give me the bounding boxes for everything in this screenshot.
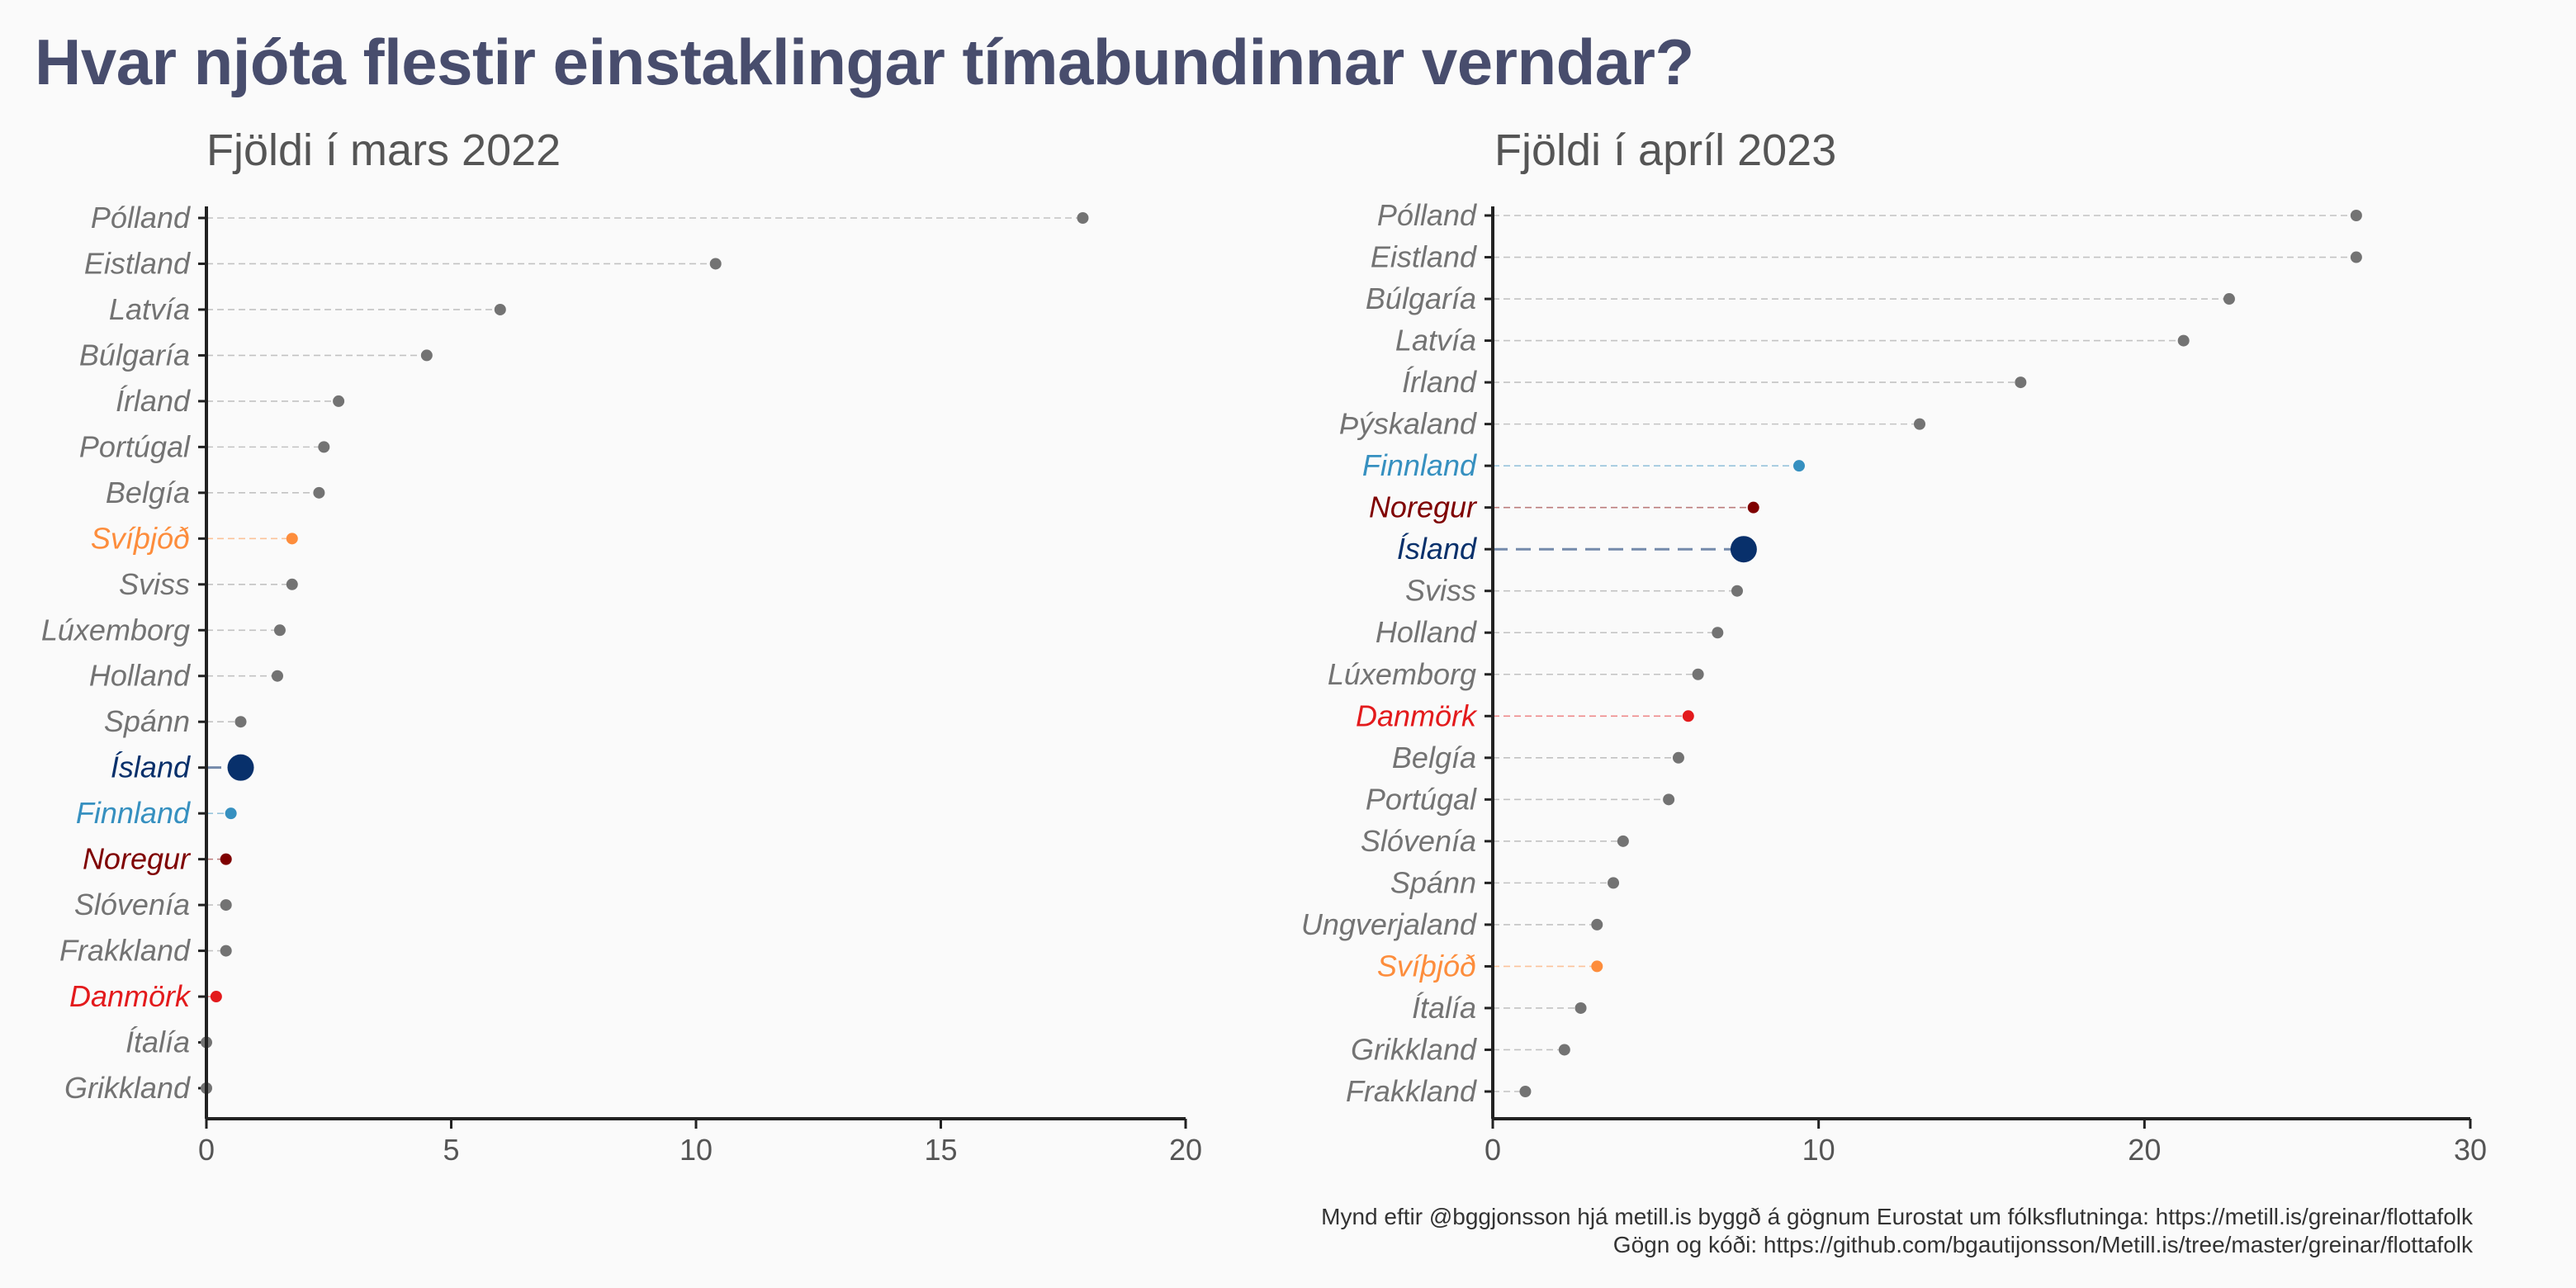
panel2-label-irland: Írland	[1402, 365, 1477, 399]
panel2-label-thyskaland: Þýskaland	[1339, 407, 1477, 441]
panel2-title: Fjöldi í apríl 2023	[1494, 125, 1836, 175]
panel1-label-noregur: Noregur	[83, 842, 192, 876]
panel2-label-noregur: Noregur	[1369, 490, 1478, 524]
panel1-point-latvia	[494, 303, 506, 315]
panel1-point-polland	[1077, 212, 1089, 224]
panel2-label-italia: Ítalía	[1412, 991, 1476, 1025]
panel2-point-sviss	[1731, 585, 1743, 597]
panel2-label-grikkland: Grikkland	[1351, 1032, 1477, 1066]
panel1-point-portugal	[318, 441, 330, 453]
panel2-label-finnland: Finnland	[1362, 448, 1477, 482]
panel1-point-eistland	[709, 258, 722, 270]
panel1-label-finnland: Finnland	[76, 796, 191, 830]
panel2-label-polland: Pólland	[1377, 198, 1477, 232]
panel1-point-belgia	[313, 486, 325, 499]
panel2-point-thyskaland	[1914, 418, 1926, 430]
panel2-point-polland	[2350, 210, 2362, 221]
panel2-label-spann: Spánn	[1390, 865, 1476, 899]
panel2-label-eistland: Eistland	[1371, 240, 1477, 274]
panel1-label-portugal: Portúgal	[79, 429, 191, 463]
panel1-xtick-label-20: 20	[1169, 1133, 1202, 1167]
panel2-label-ungverjaland: Ungverjaland	[1301, 907, 1477, 941]
panel1-point-bulgaria	[420, 349, 433, 362]
panel1-point-luxemborg	[273, 624, 286, 637]
panel1-label-svithjod: Svíþjóð	[91, 521, 190, 555]
panel2-label-danmork: Danmörk	[1356, 698, 1478, 732]
panel1-point-noregur	[220, 853, 232, 865]
panel1-point-holland	[271, 670, 283, 682]
panel2-label-svithjod: Svíþjóð	[1377, 949, 1476, 983]
panel2-point-ungverjaland	[1591, 918, 1603, 930]
panel1-label-latvia: Latvía	[109, 292, 190, 326]
panel2-label-luxemborg: Lúxemborg	[1328, 657, 1476, 691]
panel2-point-italia	[1574, 1002, 1587, 1014]
panel2-label-holland: Holland	[1376, 615, 1477, 649]
panel2-label-latvia: Latvía	[1395, 324, 1476, 358]
panel2-label-sviss: Sviss	[1405, 574, 1476, 608]
panel1-label-slovenia: Slóvenía	[74, 888, 190, 921]
panel1-point-finnland	[225, 807, 237, 820]
panel1-label-eistland: Eistland	[84, 246, 191, 280]
panel2-point-bulgaria	[2223, 293, 2235, 305]
panel2-label-frakkland: Frakkland	[1346, 1074, 1477, 1108]
panel2-point-latvia	[2177, 334, 2190, 347]
panel1-point-danmork	[210, 991, 222, 1003]
panel2-xtick-label-20: 20	[2128, 1133, 2161, 1167]
panel1-title: Fjöldi í mars 2022	[206, 125, 561, 175]
panel2-point-luxemborg	[1692, 668, 1704, 680]
panel1-xtick-label-10: 10	[680, 1133, 713, 1167]
panel2-point-irland	[2015, 376, 2027, 389]
panel1-xtick-label-5: 5	[443, 1133, 459, 1167]
panel2-point-slovenia	[1617, 835, 1629, 847]
panel1-point-spann	[234, 716, 247, 728]
panel2-xtick-label-30: 30	[2454, 1133, 2487, 1167]
panel1-label-irland: Írland	[116, 384, 191, 418]
panel2-point-belgia	[1672, 751, 1684, 764]
panel1-label-italia: Ítalía	[125, 1025, 190, 1059]
panel1-label-frakkland: Frakkland	[59, 934, 191, 968]
chart-title: Hvar njóta flestir einstaklingar tímabun…	[35, 26, 1694, 98]
panel1-point-slovenia	[220, 899, 232, 912]
panel2-point-danmork	[1682, 710, 1694, 722]
panel1-label-polland: Pólland	[91, 201, 191, 234]
panel2-point-frakkland	[1519, 1086, 1532, 1097]
panel1-point-irland	[333, 395, 345, 407]
panel2-point-noregur	[1747, 501, 1759, 514]
panel1-point-svithjod	[286, 533, 298, 545]
panel1-xtick-label-15: 15	[924, 1133, 957, 1167]
panel2-point-grikkland	[1558, 1044, 1570, 1056]
panel1-label-holland: Holland	[89, 659, 191, 693]
panel1-label-belgia: Belgía	[106, 476, 190, 509]
panel2-label-portugal: Portúgal	[1366, 782, 1477, 816]
panel2-point-holland	[1712, 627, 1724, 639]
panel2-label-bulgaria: Búlgaría	[1366, 282, 1476, 315]
panel2-point-island	[1730, 536, 1757, 563]
panel1-label-sviss: Sviss	[119, 567, 190, 601]
panel1-label-luxemborg: Lúxemborg	[41, 613, 190, 646]
panel1-point-sviss	[286, 578, 298, 590]
panel2-xtick-label-10: 10	[1802, 1133, 1835, 1167]
panel2-point-spann	[1608, 877, 1620, 889]
panel2-point-portugal	[1663, 793, 1675, 806]
panel1-point-frakkland	[220, 945, 232, 957]
panel1-label-grikkland: Grikkland	[64, 1071, 191, 1105]
panel2-point-eistland	[2350, 251, 2362, 263]
panel1-label-spann: Spánn	[104, 704, 190, 738]
panel2-label-island: Ísland	[1397, 532, 1477, 566]
caption-code: Gögn og kóði: https://github.com/bgautij…	[1612, 1232, 2473, 1257]
panel2-point-finnland	[1792, 460, 1805, 472]
panel2-point-svithjod	[1591, 960, 1603, 973]
panel2-label-belgia: Belgía	[1392, 741, 1476, 774]
panel1-xtick-label-0: 0	[198, 1133, 215, 1167]
panel2-xtick-label-0: 0	[1485, 1133, 1501, 1167]
panel1-point-island	[227, 754, 254, 781]
caption-source: Mynd eftir @bggjonsson hjá metill.is byg…	[1321, 1204, 2473, 1229]
panel2-label-slovenia: Slóvenía	[1361, 824, 1476, 858]
panel1-label-bulgaria: Búlgaría	[79, 338, 190, 372]
panel1-label-danmork: Danmörk	[69, 979, 192, 1013]
panel1-label-island: Ísland	[111, 751, 191, 784]
